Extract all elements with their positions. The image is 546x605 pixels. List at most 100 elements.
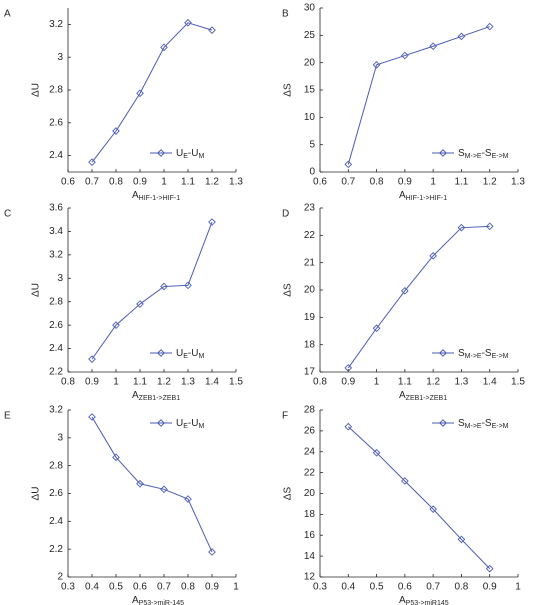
x-tick-label: 0.8 xyxy=(109,177,123,188)
marker xyxy=(208,548,216,556)
x-axis-label-part: A xyxy=(132,390,139,401)
x-tick-label: 1.1 xyxy=(454,177,468,188)
line xyxy=(347,26,490,165)
marker xyxy=(401,477,409,485)
legend-label-sub: M->E xyxy=(465,153,482,160)
y-tick-label: 3.2 xyxy=(49,19,63,30)
y-tick-label: 17 xyxy=(304,367,316,378)
line xyxy=(91,416,213,553)
x-tick-label: 1.4 xyxy=(205,377,219,388)
y-tick-label: 28 xyxy=(304,405,316,416)
x-tick-label: 1.5 xyxy=(511,377,525,388)
legend-label-part: U xyxy=(176,418,183,429)
legend-label-sub: M->E xyxy=(465,353,482,360)
y-tick-label: 5 xyxy=(309,139,315,150)
x-axis-label-sub: ZEB1->ZEB1 xyxy=(139,395,181,402)
x-axis-label-sub: P53->miR-145 xyxy=(139,600,184,605)
legend-label-part: U xyxy=(176,148,183,159)
y-tick-label: 18 xyxy=(304,339,316,350)
marker xyxy=(88,355,96,363)
legend-label-part: -U xyxy=(188,348,199,359)
legend-marker xyxy=(157,419,165,427)
x-tick-label: 0.8 xyxy=(61,377,75,388)
legend-label-sub: M xyxy=(198,423,204,430)
y-tick-label: 25 xyxy=(304,30,316,41)
y-tick-label: 2.8 xyxy=(49,85,63,96)
y-tick-label: 22 xyxy=(304,230,316,241)
marker xyxy=(136,300,144,308)
line xyxy=(347,426,491,569)
legend-marker xyxy=(157,149,165,157)
y-tick-label: 2.6 xyxy=(49,320,63,331)
marker xyxy=(184,281,192,290)
y-tick-label: 15 xyxy=(304,85,316,96)
legend-label: SM->E-SE->M xyxy=(458,418,509,430)
x-tick-label: 0.8 xyxy=(181,582,195,593)
x-axis-label-sub: HIF-1->HIF-1 xyxy=(139,195,181,202)
legend-label: UE-UM xyxy=(176,348,204,360)
x-tick-label: 1.1 xyxy=(133,377,147,388)
legend-box xyxy=(428,414,512,432)
x-tick-label: 0.6 xyxy=(398,582,412,593)
y-tick-label: 2.8 xyxy=(49,296,63,307)
legend-label-sub: E->M xyxy=(492,153,509,160)
marker xyxy=(457,32,466,41)
x-axis-label-part: A xyxy=(132,595,139,605)
y-tick-label: 20 xyxy=(304,57,316,68)
legend-label-part: -U xyxy=(188,418,199,429)
legend-label-part: S xyxy=(458,148,465,159)
marker xyxy=(136,89,144,98)
marker xyxy=(372,324,381,333)
x-tick-label: 0.8 xyxy=(454,582,468,593)
panel-label: F xyxy=(282,411,288,422)
x-tick-label: 0.7 xyxy=(157,582,171,593)
y-tick-label: 2.4 xyxy=(49,516,63,527)
y-tick-label: 2 xyxy=(57,572,63,583)
marker xyxy=(112,127,120,135)
y-tick-label: 2.8 xyxy=(49,460,63,471)
x-tick-label: 1 xyxy=(515,582,521,593)
x-tick-label: 1.1 xyxy=(398,377,412,388)
x-axis-label-sub: P53->miR145 xyxy=(406,600,449,605)
marker xyxy=(401,286,409,295)
y-tick-label: 22 xyxy=(304,467,316,478)
marker xyxy=(344,160,353,169)
marker xyxy=(208,218,216,226)
line xyxy=(91,22,213,163)
y-tick-label: 20 xyxy=(304,488,316,499)
y-tick-label: 2.4 xyxy=(49,150,63,161)
legend-label: SM->E-SE->M xyxy=(458,148,509,160)
marker xyxy=(372,448,381,457)
legend-label-sub: E->M xyxy=(492,423,509,430)
marker xyxy=(160,43,168,52)
legend-label-sub: E xyxy=(183,153,188,160)
marker xyxy=(112,321,120,329)
marker xyxy=(485,564,494,573)
y-tick-label: 21 xyxy=(304,257,316,268)
marker xyxy=(485,222,494,231)
y-tick-label: 2.4 xyxy=(49,343,63,354)
x-tick-label: 0.9 xyxy=(133,177,147,188)
x-tick-label: 1 xyxy=(161,177,167,188)
y-tick-label: 3.2 xyxy=(49,249,63,260)
legend-label-part: -S xyxy=(482,418,492,429)
y-tick-label: 18 xyxy=(304,509,316,520)
marker xyxy=(112,453,120,462)
x-tick-label: 0.9 xyxy=(85,377,99,388)
x-tick-label: 1.2 xyxy=(426,377,440,388)
marker xyxy=(88,413,96,421)
y-tick-label: 3 xyxy=(57,273,63,284)
x-axis-label-sub: HIF-1->HIF-1 xyxy=(406,195,448,202)
marker xyxy=(208,26,216,34)
panel-label: B xyxy=(282,9,289,20)
legend-box xyxy=(428,144,512,162)
marker xyxy=(160,485,168,494)
marker xyxy=(457,535,466,544)
y-tick-label: 10 xyxy=(304,112,316,123)
marker xyxy=(372,61,381,69)
legend-marker xyxy=(157,349,165,357)
x-tick-label: 0.3 xyxy=(61,582,75,593)
marker xyxy=(457,223,466,232)
panel-label: C xyxy=(4,209,11,220)
legend-label-sub: M xyxy=(198,353,204,360)
